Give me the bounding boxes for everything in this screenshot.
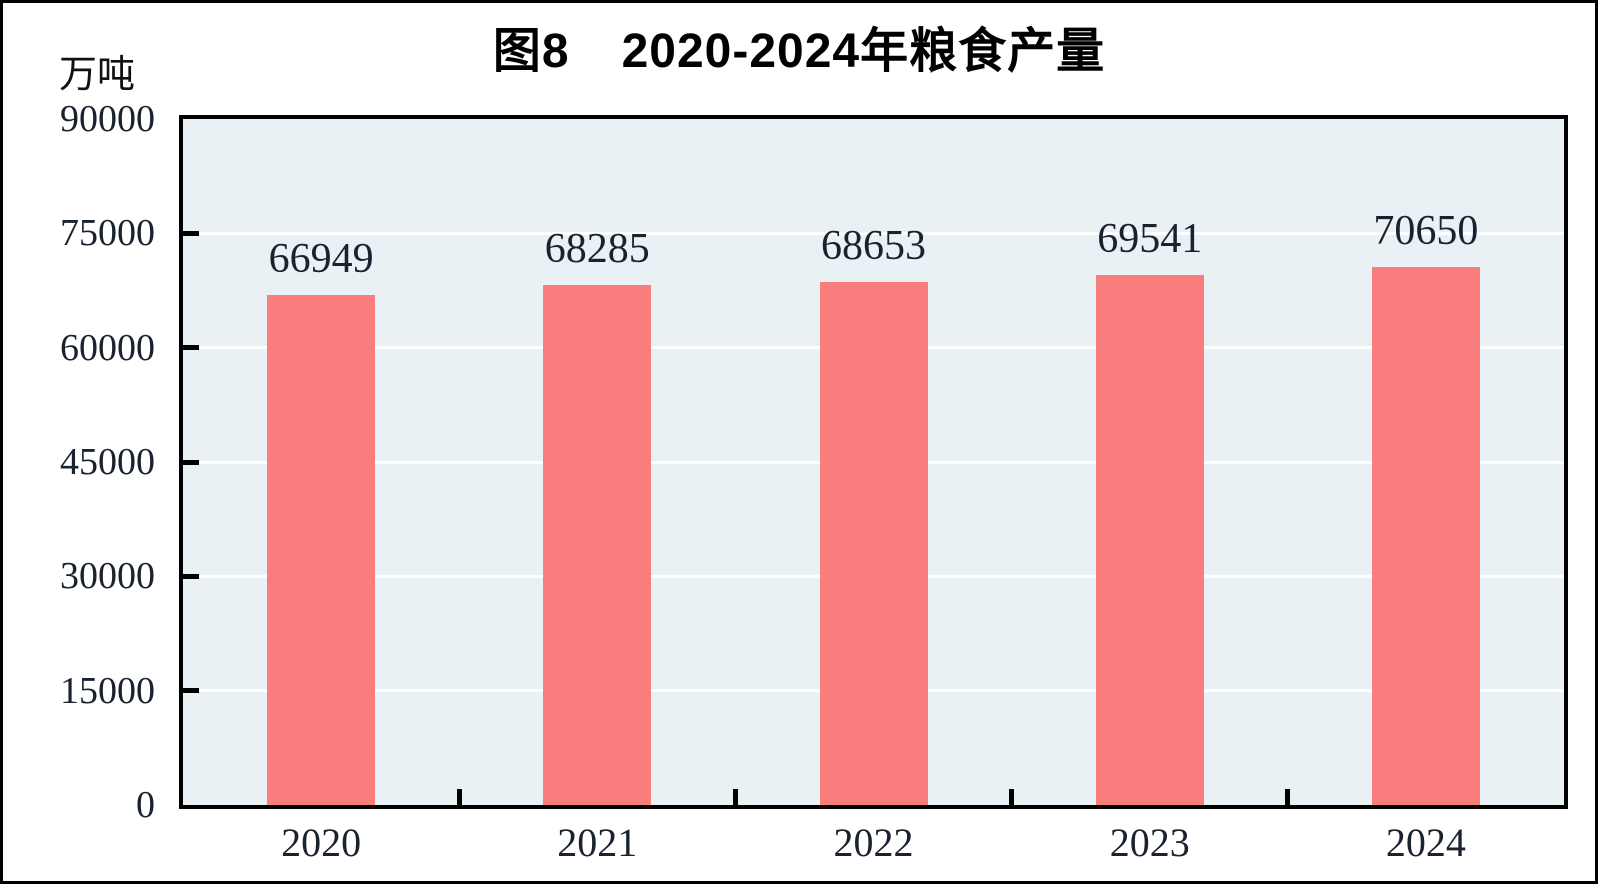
- x-tick-label: 2022: [833, 820, 914, 865]
- y-tick-label: 0: [136, 784, 155, 826]
- y-axis-tick: [183, 573, 199, 579]
- bar-value-label: 66949: [268, 235, 374, 282]
- x-axis-tick: [732, 789, 738, 805]
- y-tick-label: 60000: [60, 326, 155, 369]
- x-axis-tick: [1009, 789, 1015, 805]
- y-tick-label: 30000: [60, 555, 155, 598]
- y-tick-label: 15000: [60, 669, 155, 712]
- y-tick-label: 75000: [60, 212, 155, 255]
- chart-title-main: 2020-2024年粮食产量: [621, 25, 1106, 78]
- x-tick-label: 2021: [557, 820, 638, 865]
- x-tick-label: 2020: [281, 820, 362, 865]
- bar-value-label: 68653: [821, 222, 926, 269]
- x-axis-tick: [456, 789, 462, 805]
- bar-value-label: 70650: [1373, 207, 1479, 254]
- y-tick-label: 90000: [60, 98, 155, 140]
- gridline: [183, 231, 1564, 235]
- bar-value-label: 68285: [544, 225, 650, 272]
- bar: [819, 281, 928, 805]
- bar: [1371, 266, 1480, 805]
- bar: [543, 284, 652, 805]
- y-axis-tick: [183, 688, 199, 694]
- chart-title: 图8 2020-2024年粮食产量: [3, 11, 1595, 81]
- y-tick-label: 45000: [60, 441, 155, 483]
- y-axis-tick: [183, 459, 199, 465]
- y-axis-tick: [183, 230, 199, 236]
- x-axis-tick: [1285, 789, 1291, 805]
- plot-bars-layer: 66949 68285 68653 69541 70650: [183, 119, 1564, 805]
- x-tick-label: 2023: [1109, 820, 1190, 865]
- x-tick-label: 2024: [1385, 820, 1466, 865]
- y-axis-unit-label: 万吨: [59, 54, 136, 96]
- chart-title-prefix: 图8: [492, 25, 570, 78]
- bar: [267, 294, 376, 805]
- plot-area: 66949 68285 68653 69541 70650: [179, 115, 1568, 809]
- bar-value-label: 69541: [1097, 215, 1203, 262]
- x-axis-labels: 2020 2021 2022 2023 2024: [183, 821, 1564, 877]
- y-axis-labels: 0 15000 30000 45000 60000 75000 90000: [23, 3, 155, 881]
- bar: [1095, 274, 1204, 805]
- y-axis-tick: [183, 345, 199, 351]
